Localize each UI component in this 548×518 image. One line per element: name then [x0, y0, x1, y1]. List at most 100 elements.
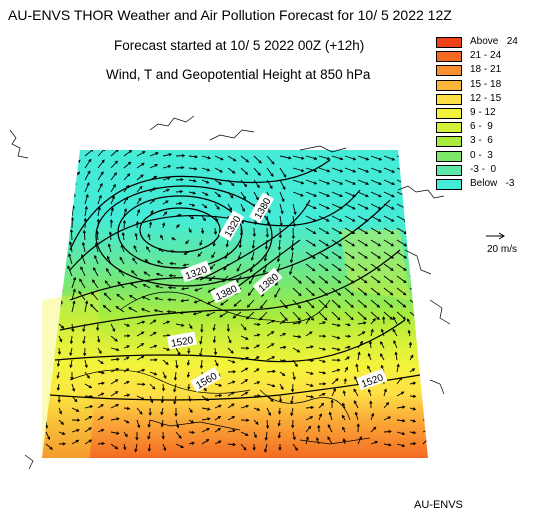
- wind-arrow-head: [89, 405, 94, 409]
- wind-arrow-head: [429, 419, 431, 422]
- wind-arrow-head: [194, 288, 198, 292]
- wind-arrow: [247, 299, 255, 308]
- wind-arrow-head: [141, 331, 145, 335]
- wind-arrow: [292, 335, 301, 338]
- wind-arrow: [422, 263, 428, 271]
- wind-arrow: [331, 155, 343, 160]
- wind-arrow-head: [141, 355, 145, 359]
- wind-arrow-head: [352, 169, 357, 173]
- wind-arrow: [175, 347, 181, 356]
- wind-arrow: [214, 394, 222, 397]
- wind-arrow: [214, 191, 221, 197]
- wind-arrow: [370, 318, 376, 325]
- wind-arrow-head: [126, 323, 131, 327]
- legend-label: 15 - 18: [470, 78, 502, 90]
- wind-arrow: [344, 311, 354, 320]
- wind-arrow: [181, 299, 190, 302]
- wind-arrow-head: [245, 432, 249, 436]
- wind-arrow-head: [99, 182, 103, 187]
- wind-arrow-head: [290, 412, 294, 417]
- wind-arrow-head: [186, 362, 190, 366]
- wind-arrow-head: [60, 421, 64, 425]
- wind-arrow-head: [417, 218, 421, 222]
- legend-swatch: [436, 122, 462, 134]
- wind-arrow-head: [246, 304, 251, 308]
- wind-arrow: [136, 197, 142, 205]
- wind-arrow: [422, 357, 428, 361]
- wind-arrow-head: [290, 247, 295, 252]
- wind-arrow-head: [256, 333, 261, 337]
- wind-arrow: [58, 253, 64, 265]
- wind-arrow-head: [56, 375, 60, 379]
- wind-arrow-head: [412, 407, 417, 411]
- wind-arrow-head: [100, 416, 104, 420]
- wind-arrow: [122, 232, 125, 241]
- wind-arrow-head: [155, 272, 160, 276]
- wind-arrow-head: [337, 280, 342, 284]
- wind-arrow-head: [193, 167, 198, 171]
- wind-arrow-head: [308, 425, 312, 430]
- wind-arrow-head: [240, 220, 244, 225]
- wind-arrow-head: [76, 408, 80, 412]
- wind-arrow: [331, 335, 340, 339]
- wind-arrow-head: [116, 417, 120, 421]
- wind-arrow-head: [82, 340, 86, 345]
- wind-arrow-head: [126, 345, 130, 349]
- wind-arrow: [383, 311, 393, 320]
- wind-arrow-head: [281, 198, 285, 203]
- wind-arrow: [71, 395, 78, 402]
- wind-arrow: [266, 331, 274, 337]
- wind-arrow: [278, 419, 281, 426]
- wind-arrow-head: [294, 447, 298, 451]
- wind-arrow: [110, 379, 118, 385]
- wind-arrow-head: [88, 158, 92, 162]
- wind-arrow-head: [188, 229, 192, 234]
- wind-arrow: [344, 299, 354, 308]
- wind-arrow-head: [100, 428, 105, 432]
- wind-arrow: [110, 323, 116, 332]
- wind-arrow: [149, 395, 153, 403]
- wind-arrow-head: [339, 181, 344, 185]
- wind-arrow-head: [180, 287, 185, 291]
- wind-arrow-head: [316, 437, 320, 441]
- wind-arrow: [331, 347, 340, 351]
- wind-arrow: [344, 239, 355, 247]
- wind-arrow: [69, 241, 73, 253]
- wind-arrow: [157, 260, 164, 265]
- wind-arrow-head: [290, 389, 295, 393]
- wind-arrow: [227, 359, 235, 363]
- wind-arrow-head: [341, 414, 345, 419]
- wind-arrow: [175, 443, 184, 448]
- wind-arrow-head: [428, 357, 431, 359]
- wind-arrow: [82, 242, 86, 253]
- wind-arrow: [318, 215, 330, 222]
- wind-arrow: [136, 174, 144, 181]
- wind-arrow: [136, 395, 145, 400]
- wind-arrow-head: [313, 193, 318, 197]
- wind-arrow-head: [68, 241, 73, 245]
- wind-arrow-head: [88, 427, 92, 431]
- wind-arrow-head: [378, 157, 383, 161]
- wind-arrow-head: [402, 316, 407, 320]
- wind-arrow: [136, 221, 139, 229]
- wind-arrow-head: [345, 366, 348, 371]
- wind-arrow: [305, 251, 316, 259]
- wind-arrow-head: [142, 382, 146, 386]
- wind-arrow: [253, 431, 257, 438]
- wind-arrow-head: [153, 319, 157, 323]
- wind-arrow: [266, 419, 269, 429]
- wind-arrow-head: [278, 399, 283, 403]
- wind-arrow-head: [425, 437, 428, 441]
- wind-arrow-head: [350, 316, 354, 321]
- wind-arrow: [193, 311, 203, 315]
- wind-arrow-head: [70, 376, 74, 381]
- wind-arrow: [357, 203, 369, 210]
- wind-arrow-head: [277, 435, 281, 439]
- wind-arrow: [58, 335, 63, 342]
- wind-arrow: [84, 182, 90, 193]
- wind-arrow-head: [50, 182, 54, 187]
- wind-arrow: [318, 371, 326, 374]
- wind-arrow: [305, 191, 317, 197]
- wind-arrow-head: [166, 188, 170, 192]
